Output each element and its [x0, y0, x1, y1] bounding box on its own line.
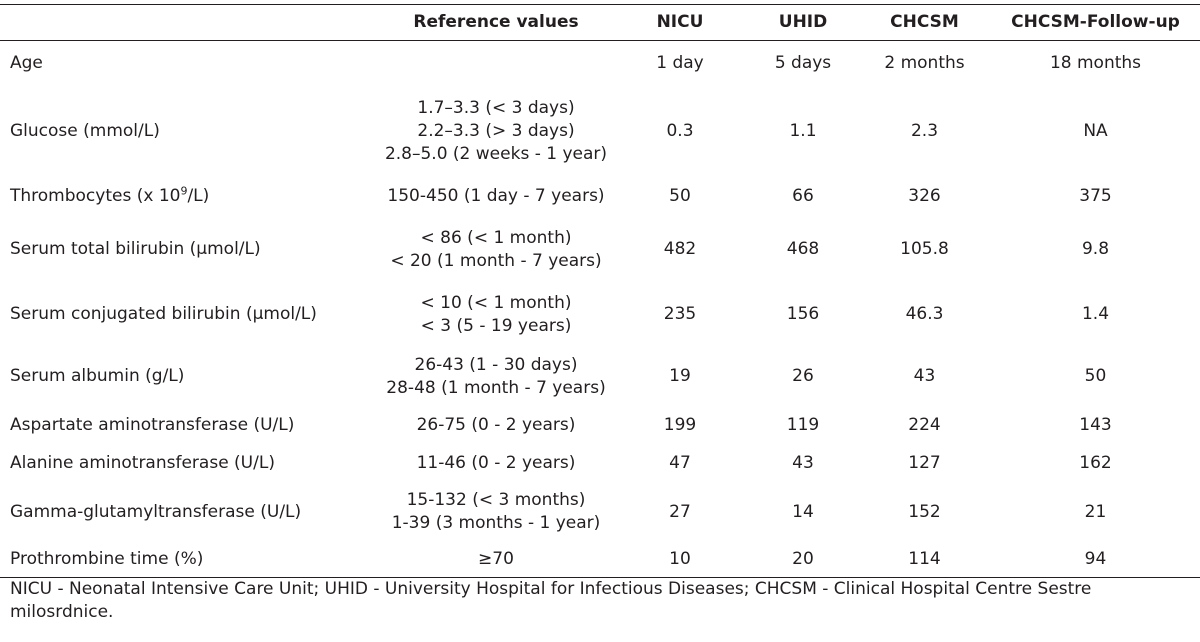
uhid-cell: 43: [792, 452, 814, 473]
reference-line: < 3 (5 - 19 years): [420, 315, 572, 336]
row-label-suffix: /L): [187, 185, 210, 206]
uhid-cell: 26: [792, 366, 814, 386]
table-row-total-bilirubin: Serum total bilirubin (µmol/L) < 86 (< 1…: [0, 217, 1200, 283]
table-row-ast: Aspartate aminotransferase (U/L) 26-75 (…: [0, 407, 1200, 445]
reference-line: < 10 (< 1 month): [420, 292, 572, 313]
header-reference-values: Reference values: [380, 5, 612, 41]
uhid-cell: 468: [786, 239, 820, 259]
table-row-alt: Alanine aminotransferase (U/L) 11-46 (0 …: [0, 445, 1200, 482]
follow-up-cell: 94: [991, 542, 1200, 578]
chcsm-cell: 43: [913, 366, 936, 386]
row-label: Prothrombine time (%): [0, 542, 380, 578]
chcsm-cell: 127: [908, 452, 941, 473]
header-chcsm: CHCSM: [858, 5, 991, 41]
reference-line: 26-43 (1 - 30 days): [414, 354, 578, 375]
reference-cell: < 10 (< 1 month) < 3 (5 - 19 years): [380, 283, 612, 347]
chcsm-cell: 2 months: [884, 53, 965, 74]
header-uhid: UHID: [748, 5, 858, 41]
reference-line: 26-75 (0 - 2 years): [416, 415, 576, 435]
row-label: Alanine aminotransferase (U/L): [10, 452, 275, 473]
row-label: Aspartate aminotransferase (U/L): [10, 415, 295, 435]
row-label: Thrombocytes (x 109/L): [0, 176, 380, 217]
reference-line: 11-46 (0 - 2 years): [416, 452, 576, 473]
reference-cell: 26-43 (1 - 30 days) 28-48 (1 month - 7 y…: [380, 347, 612, 407]
nicu-cell: 1 day: [656, 53, 704, 74]
nicu-cell: 482: [663, 239, 697, 259]
reference-cell: ≥70: [380, 542, 612, 578]
row-label: Gamma-glutamyltransferase (U/L): [10, 501, 302, 522]
uhid-cell: 5 days: [774, 53, 832, 74]
table-footnote: NICU - Neonatal Intensive Care Unit; UHI…: [10, 579, 1092, 622]
lab-results-table: Reference values NICU UHID CHCSM CHCSM-F…: [0, 5, 1200, 578]
reference-cell: 150-450 (1 day - 7 years): [380, 176, 612, 217]
reference-line: 2.8–5.0 (2 weeks - 1 year): [384, 143, 608, 164]
row-label: Serum conjugated bilirubin (µmol/L): [10, 304, 317, 324]
follow-up-cell: 9.8: [1081, 239, 1110, 259]
header-parameter: [0, 5, 380, 41]
reference-cell: [380, 41, 612, 87]
nicu-cell: 50: [669, 185, 691, 206]
reference-line: < 86 (< 1 month): [420, 227, 572, 248]
nicu-cell: 27: [669, 501, 691, 522]
nicu-cell: 0.3: [666, 120, 694, 141]
table-row-thrombocytes: Thrombocytes (x 109/L) 150-450 (1 day - …: [0, 176, 1200, 217]
header-nicu: NICU: [612, 5, 748, 41]
uhid-cell: 119: [786, 415, 820, 435]
chcsm-cell: 114: [858, 542, 991, 578]
table-row-age: Age 1 day 5 days 2 months 18 months: [0, 41, 1200, 87]
chcsm-cell: 326: [908, 185, 941, 206]
follow-up-cell: 162: [1079, 452, 1112, 473]
reference-line: 2.2–3.3 (> 3 days): [417, 120, 575, 141]
follow-up-cell: 18 months: [1049, 53, 1142, 74]
reference-line: 15-132 (< 3 months): [406, 490, 586, 510]
header-row: Reference values NICU UHID CHCSM CHCSM-F…: [0, 5, 1200, 41]
reference-line: 1.7–3.3 (< 3 days): [417, 97, 575, 118]
uhid-cell: 20: [748, 542, 858, 578]
uhid-cell: 14: [792, 501, 814, 522]
row-label: Glucose (mmol/L): [10, 120, 160, 141]
nicu-cell: 47: [669, 452, 691, 473]
uhid-cell: 1.1: [789, 120, 817, 141]
reference-line: 1-39 (3 months - 1 year): [391, 513, 601, 533]
row-label: Serum albumin (g/L): [10, 366, 185, 386]
row-label-prefix: Thrombocytes (x 10: [10, 185, 181, 206]
table-row-ggt: Gamma-glutamyltransferase (U/L) 15-132 (…: [0, 482, 1200, 543]
uhid-cell: 66: [792, 185, 814, 206]
follow-up-cell: 50: [1084, 366, 1107, 386]
reference-cell: 15-132 (< 3 months) 1-39 (3 months - 1 y…: [380, 482, 612, 543]
table-row-glucose: Glucose (mmol/L) 1.7–3.3 (< 3 days) 2.2–…: [0, 87, 1200, 176]
reference-cell: 1.7–3.3 (< 3 days) 2.2–3.3 (> 3 days) 2.…: [380, 87, 612, 176]
table-top-rule: [0, 4, 1200, 5]
reference-line: 28-48 (1 month - 7 years): [386, 377, 606, 398]
row-label: Age: [10, 53, 43, 74]
reference-line: < 20 (1 month - 7 years): [390, 250, 602, 271]
reference-cell: < 86 (< 1 month) < 20 (1 month - 7 years…: [380, 217, 612, 283]
follow-up-cell: 143: [1079, 415, 1112, 435]
chcsm-cell: 46.3: [905, 304, 944, 324]
nicu-cell: 199: [663, 415, 697, 435]
follow-up-cell: 1.4: [1081, 304, 1110, 324]
chcsm-cell: 2.3: [910, 120, 939, 141]
follow-up-cell: 375: [1079, 185, 1112, 206]
reference-cell: 26-75 (0 - 2 years): [380, 407, 612, 445]
follow-up-cell: 21: [1084, 501, 1107, 522]
header-chcsm-follow-up: CHCSM-Follow-up: [991, 5, 1200, 41]
chcsm-cell: 224: [908, 415, 941, 435]
table-row-albumin: Serum albumin (g/L) 26-43 (1 - 30 days) …: [0, 347, 1200, 407]
nicu-cell: 10: [612, 542, 748, 578]
table-row-prothrombine: Prothrombine time (%) ≥70 10 20 114 94: [0, 542, 1200, 578]
follow-up-cell: NA: [1083, 120, 1108, 141]
row-label: Serum total bilirubin (µmol/L): [10, 239, 261, 259]
chcsm-cell: 152: [908, 501, 941, 522]
reference-cell: 11-46 (0 - 2 years): [380, 445, 612, 482]
table-row-conjugated-bilirubin: Serum conjugated bilirubin (µmol/L) < 10…: [0, 283, 1200, 347]
nicu-cell: 235: [663, 304, 697, 324]
chcsm-cell: 105.8: [900, 239, 949, 259]
row-label-superscript: 9: [180, 183, 188, 197]
reference-line: 150-450 (1 day - 7 years): [387, 185, 605, 206]
reference-line: ≥70: [478, 549, 514, 570]
uhid-cell: 156: [786, 304, 820, 324]
nicu-cell: 19: [669, 366, 691, 386]
